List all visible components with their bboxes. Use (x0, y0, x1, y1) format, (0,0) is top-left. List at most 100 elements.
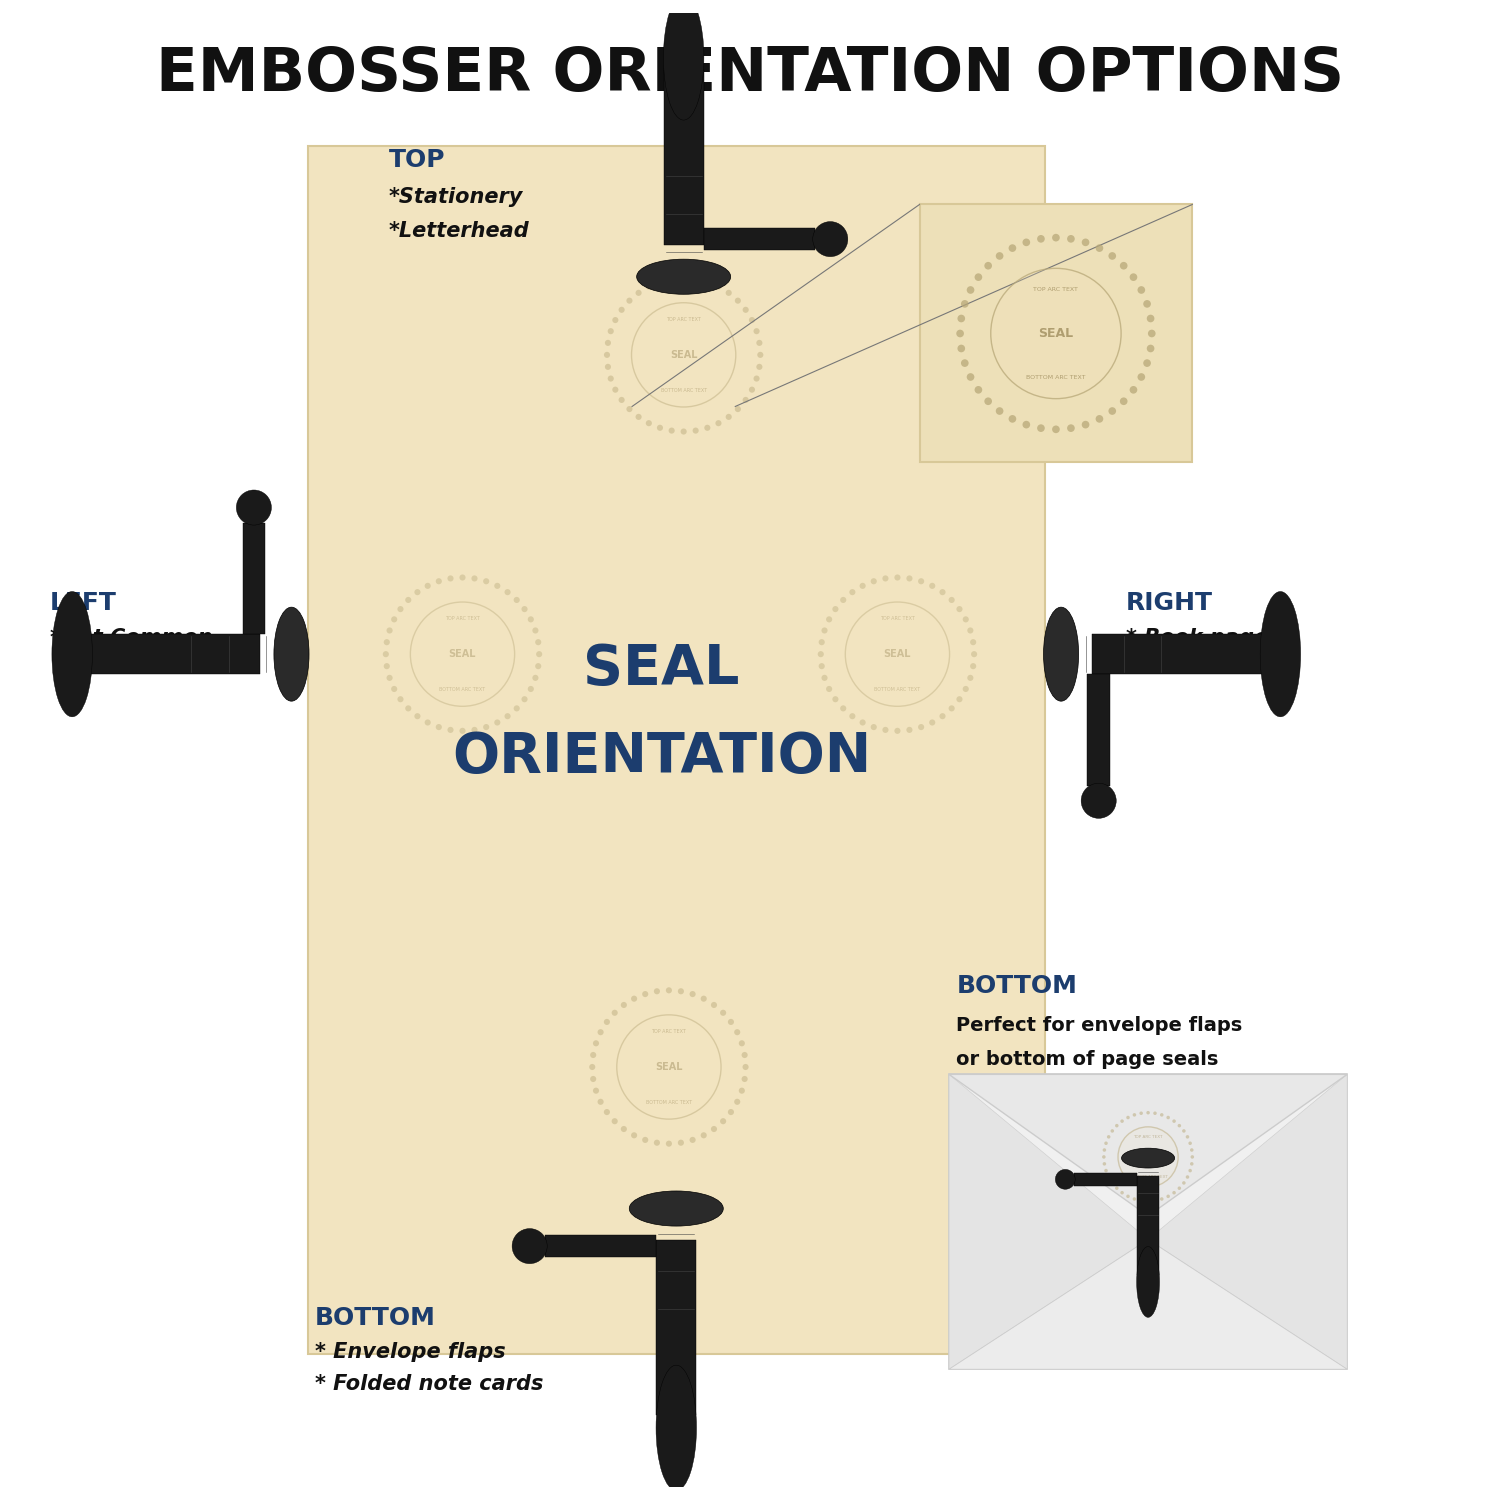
Circle shape (447, 728, 453, 734)
Circle shape (741, 1052, 747, 1058)
Circle shape (1143, 360, 1150, 368)
Circle shape (414, 590, 420, 596)
Circle shape (592, 1088, 598, 1094)
Circle shape (1146, 1200, 1150, 1203)
Circle shape (532, 675, 538, 681)
Circle shape (690, 992, 696, 998)
Circle shape (882, 576, 888, 582)
Circle shape (513, 705, 520, 711)
Circle shape (604, 1019, 610, 1025)
Circle shape (734, 1098, 741, 1106)
Circle shape (1102, 1148, 1106, 1152)
Circle shape (705, 279, 711, 285)
Circle shape (411, 602, 515, 706)
Circle shape (471, 728, 477, 734)
Circle shape (700, 996, 706, 1002)
Circle shape (1110, 1180, 1114, 1185)
Circle shape (1191, 1155, 1194, 1158)
Circle shape (494, 720, 501, 726)
Circle shape (1052, 234, 1060, 242)
Text: TOP ARC TEXT: TOP ARC TEXT (446, 616, 480, 621)
Circle shape (590, 1064, 596, 1070)
Text: EMBOSSER ORIENTATION OPTIONS: EMBOSSER ORIENTATION OPTIONS (156, 45, 1344, 104)
Circle shape (962, 300, 969, 307)
Circle shape (1082, 422, 1089, 429)
Circle shape (528, 686, 534, 692)
Circle shape (957, 315, 964, 322)
Circle shape (1120, 1191, 1124, 1194)
Circle shape (1104, 1142, 1108, 1144)
Circle shape (414, 712, 420, 720)
Text: BOTTOM ARC TEXT: BOTTOM ARC TEXT (1128, 1176, 1167, 1179)
Circle shape (459, 574, 465, 580)
Circle shape (627, 406, 633, 412)
Circle shape (590, 1052, 597, 1058)
Polygon shape (84, 634, 260, 674)
Circle shape (1104, 1168, 1108, 1173)
Ellipse shape (813, 222, 847, 256)
Circle shape (840, 597, 846, 603)
Circle shape (532, 627, 538, 633)
Polygon shape (950, 1074, 1347, 1216)
Circle shape (1023, 238, 1031, 246)
Circle shape (975, 273, 982, 280)
Ellipse shape (636, 260, 730, 294)
Ellipse shape (630, 1191, 723, 1225)
Ellipse shape (512, 1228, 548, 1263)
Polygon shape (544, 1234, 656, 1257)
Text: TOP ARC TEXT: TOP ARC TEXT (651, 1029, 687, 1033)
Circle shape (984, 398, 992, 405)
Circle shape (1118, 1126, 1178, 1186)
Circle shape (666, 1140, 672, 1146)
Circle shape (1095, 244, 1104, 252)
Circle shape (483, 578, 489, 585)
Circle shape (1066, 424, 1076, 432)
Circle shape (618, 306, 624, 314)
Circle shape (928, 584, 936, 590)
Circle shape (536, 663, 542, 669)
Ellipse shape (663, 0, 704, 120)
Circle shape (1154, 1112, 1156, 1114)
Circle shape (1148, 345, 1155, 352)
Circle shape (859, 720, 865, 726)
Polygon shape (1148, 1074, 1347, 1370)
Circle shape (528, 616, 534, 622)
Circle shape (1114, 1124, 1119, 1128)
Circle shape (1130, 386, 1137, 393)
Circle shape (513, 597, 520, 603)
Polygon shape (1137, 1176, 1160, 1275)
Circle shape (1148, 315, 1155, 322)
Circle shape (984, 262, 992, 270)
Circle shape (398, 696, 404, 702)
Circle shape (968, 675, 974, 681)
Circle shape (424, 584, 430, 590)
Circle shape (636, 290, 642, 296)
Circle shape (833, 696, 839, 702)
Circle shape (612, 1118, 618, 1125)
Circle shape (384, 639, 390, 645)
Circle shape (1132, 1197, 1136, 1202)
Circle shape (447, 576, 453, 582)
Text: TOP ARC TEXT: TOP ARC TEXT (666, 316, 700, 322)
Circle shape (728, 1019, 734, 1025)
Circle shape (966, 374, 975, 381)
Circle shape (1052, 426, 1060, 433)
Text: TOP ARC TEXT: TOP ARC TEXT (1034, 286, 1078, 292)
Circle shape (608, 328, 613, 334)
Circle shape (618, 398, 624, 404)
Circle shape (963, 686, 969, 692)
Circle shape (384, 663, 390, 669)
Circle shape (1137, 374, 1144, 381)
Circle shape (720, 1118, 726, 1125)
Text: BOTTOM ARC TEXT: BOTTOM ARC TEXT (1026, 375, 1086, 380)
Circle shape (992, 268, 1120, 399)
Circle shape (846, 602, 950, 706)
Text: TOP ARC TEXT: TOP ARC TEXT (1134, 1134, 1162, 1138)
Circle shape (616, 1016, 722, 1119)
Circle shape (612, 1010, 618, 1016)
Circle shape (1008, 416, 1017, 423)
Circle shape (621, 1002, 627, 1008)
Circle shape (822, 627, 828, 633)
Text: * Book page: * Book page (1126, 628, 1268, 648)
Circle shape (1190, 1162, 1194, 1166)
